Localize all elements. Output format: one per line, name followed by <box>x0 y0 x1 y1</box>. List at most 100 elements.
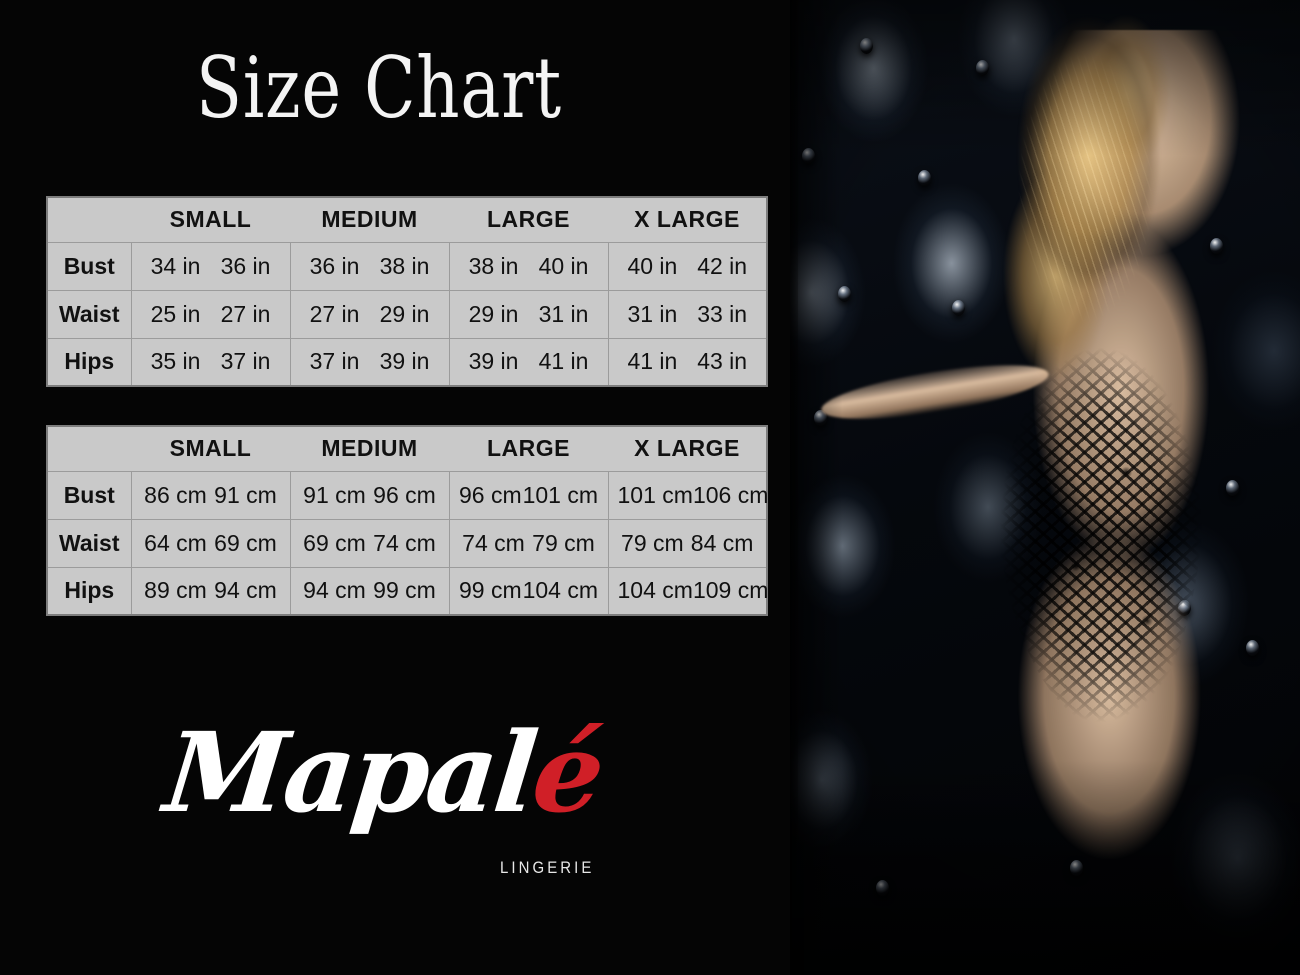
value-min: 79 cm <box>621 529 684 556</box>
value-max: 33 in <box>697 300 748 327</box>
value-max: 43 in <box>697 348 748 375</box>
table-header-medium: MEDIUM <box>290 197 449 243</box>
brand-wordmark: Mapalé <box>159 708 608 837</box>
table-row: Hips 35 in 37 in 37 in 39 in 39 in 41 in 41… <box>47 337 767 386</box>
value-min: 35 in <box>150 348 201 375</box>
value-max: 79 cm <box>532 529 595 556</box>
size-table-centimeters: SMALL MEDIUM LARGE X LARGE Bust 86 cm 91 … <box>46 425 768 616</box>
table-row: Bust 34 in 36 in 36 in 38 in 38 in 40 in 40… <box>47 242 767 290</box>
cell-hips-small: 35 in 37 in <box>131 337 291 386</box>
cell-hips-large: 99 cm 104 cm <box>449 566 609 615</box>
model-figure <box>780 0 1300 975</box>
row-label-waist: Waist <box>47 289 132 338</box>
value-max: 42 in <box>697 252 748 279</box>
row-label-bust: Bust <box>47 242 132 290</box>
cell-waist-small: 64 cm 69 cm <box>131 518 291 567</box>
table-header-corner <box>47 426 131 472</box>
cell-waist-xlarge: 31 in 33 in <box>608 289 767 338</box>
value-max: 39 in <box>379 348 430 375</box>
value-max: 99 cm <box>373 577 436 604</box>
value-min: 40 in <box>627 252 678 279</box>
table-header-xlarge: X LARGE <box>608 426 767 472</box>
value-min: 29 in <box>468 300 519 327</box>
page-title: Size Chart <box>196 39 562 137</box>
brand-wordmark-main: Mapal <box>159 708 541 837</box>
value-max: 91 cm <box>214 481 277 508</box>
cell-hips-xlarge: 41 in 43 in <box>608 337 767 386</box>
table-row: Hips 89 cm 94 cm 94 cm 99 cm 99 cm 104 cm 1… <box>47 566 769 615</box>
value-min: 101 cm <box>617 481 693 508</box>
model-photo <box>780 0 1300 975</box>
cell-bust-small: 86 cm 91 cm <box>131 471 291 519</box>
value-min: 86 cm <box>144 481 207 508</box>
table-row: Bust 86 cm 91 cm 91 cm 96 cm 96 cm 101 cm 1… <box>47 471 769 519</box>
cell-bust-medium: 91 cm 96 cm <box>290 471 450 519</box>
cell-bust-xlarge: 40 in 42 in <box>608 242 767 290</box>
size-table-inches: SMALL MEDIUM LARGE X LARGE Bust 34 in 36 … <box>46 196 768 387</box>
cell-hips-large: 39 in 41 in <box>449 337 609 386</box>
value-min: 99 cm <box>458 577 522 604</box>
value-max: 40 in <box>538 252 589 279</box>
row-label-hips: Hips <box>47 337 132 386</box>
table-row: Waist 64 cm 69 cm 69 cm 74 cm 74 cm 79 cm 7… <box>47 518 767 567</box>
value-min: 34 in <box>150 252 201 279</box>
cell-waist-large: 29 in 31 in <box>449 289 609 338</box>
table-header-corner <box>47 197 131 243</box>
value-min: 89 cm <box>144 577 207 604</box>
value-min: 94 cm <box>303 577 366 604</box>
value-min: 74 cm <box>462 529 525 556</box>
table-header-large: LARGE <box>449 197 608 243</box>
brand-logo: Mapalé LINGERIE <box>159 708 608 883</box>
cell-waist-medium: 27 in 29 in <box>290 289 450 338</box>
value-max: 37 in <box>220 348 271 375</box>
table-header-row: SMALL MEDIUM LARGE X LARGE <box>47 197 767 243</box>
cell-bust-xlarge: 101 cm 106 cm <box>608 471 769 519</box>
value-max: 41 in <box>538 348 589 375</box>
value-max: 101 cm <box>522 481 598 508</box>
value-max: 29 in <box>379 300 430 327</box>
value-max: 94 cm <box>214 577 277 604</box>
chart-panel: Size Chart SMALL MEDIUM LARGE X LARGE Bu… <box>46 39 769 883</box>
table-header-xlarge: X LARGE <box>608 197 767 243</box>
table-header-large: LARGE <box>449 426 608 472</box>
table-header-row: SMALL MEDIUM LARGE X LARGE <box>47 426 767 472</box>
cell-hips-xlarge: 104 cm 109 cm <box>608 566 769 615</box>
value-max: 106 cm <box>692 481 769 508</box>
value-max: 27 in <box>220 300 271 327</box>
cell-bust-small: 34 in 36 in <box>131 242 291 290</box>
cell-waist-small: 25 in 27 in <box>131 289 291 338</box>
value-max: 69 cm <box>214 529 277 556</box>
cell-waist-medium: 69 cm 74 cm <box>290 518 450 567</box>
value-min: 36 in <box>309 252 360 279</box>
value-min: 104 cm <box>617 577 693 604</box>
cell-hips-small: 89 cm 94 cm <box>131 566 291 615</box>
value-max: 109 cm <box>692 577 769 604</box>
table-row: Waist 25 in 27 in 27 in 29 in 29 in 31 in 3… <box>47 289 767 338</box>
value-max: 36 in <box>220 252 271 279</box>
cell-bust-medium: 36 in 38 in <box>290 242 450 290</box>
value-min: 27 in <box>309 300 360 327</box>
value-min: 91 cm <box>303 481 366 508</box>
value-min: 31 in <box>627 300 678 327</box>
value-min: 69 cm <box>303 529 366 556</box>
cell-hips-medium: 37 in 39 in <box>290 337 450 386</box>
table-header-small: SMALL <box>131 426 290 472</box>
value-max: 31 in <box>538 300 589 327</box>
value-min: 39 in <box>468 348 519 375</box>
row-label-waist: Waist <box>47 518 132 567</box>
brand-tagline: LINGERIE <box>500 858 595 877</box>
value-max: 38 in <box>379 252 430 279</box>
value-min: 96 cm <box>458 481 522 508</box>
cell-waist-large: 74 cm 79 cm <box>449 518 609 567</box>
cell-hips-medium: 94 cm 99 cm <box>290 566 450 615</box>
row-label-hips: Hips <box>47 566 132 615</box>
value-max: 104 cm <box>522 577 598 604</box>
cell-waist-xlarge: 79 cm 84 cm <box>608 518 767 567</box>
brand-wordmark-accent: é <box>527 708 608 837</box>
value-min: 41 in <box>627 348 678 375</box>
cell-bust-large: 38 in 40 in <box>449 242 609 290</box>
value-max: 84 cm <box>690 529 754 556</box>
value-min: 37 in <box>309 348 360 375</box>
table-header-medium: MEDIUM <box>290 426 449 472</box>
